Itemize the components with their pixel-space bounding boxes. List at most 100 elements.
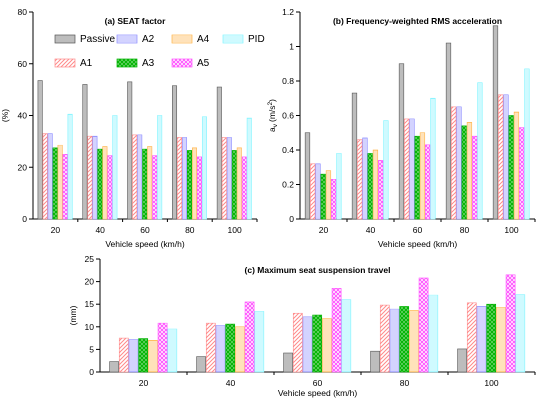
bar-pid-60 [430, 97, 436, 220]
bar-a2-100 [226, 137, 232, 220]
bar-a1-100 [498, 94, 504, 220]
bar-a2-100 [503, 94, 509, 220]
y-tick-label: 20 [85, 277, 95, 287]
bar-a3-20 [320, 173, 326, 220]
x-tick-label: 100 [484, 378, 498, 388]
bar-a2-60 [137, 134, 143, 220]
bar-a3-100 [231, 150, 237, 220]
bar-a5-80 [418, 277, 429, 373]
y-tick-label: 40 [18, 111, 28, 121]
bar-a1-100 [221, 137, 227, 220]
bar-passive-100 [216, 86, 222, 220]
bar-a5-60 [425, 144, 431, 220]
bar-passive-60 [127, 81, 133, 220]
bar-a4-100 [496, 307, 506, 373]
bar-a5-40 [107, 155, 113, 220]
y-axis-label: (mm) [68, 305, 78, 325]
y-tick-label: 0.8 [282, 76, 294, 86]
bar-a3-100 [486, 303, 497, 373]
bar-a3-100 [508, 115, 514, 220]
bar-a5-100 [519, 127, 525, 220]
y-tick-label: 25 [85, 254, 95, 264]
x-tick-label: 40 [95, 225, 105, 235]
bar-a5-60 [152, 155, 158, 220]
bar-a2-20 [47, 133, 53, 220]
bar-a4-80 [409, 310, 419, 373]
bar-a4-20 [148, 340, 158, 373]
bar-a1-80 [379, 304, 390, 373]
bar-passive-80 [370, 350, 380, 373]
bar-a1-40 [205, 322, 216, 373]
bar-a3-40 [225, 323, 236, 373]
y-tick-label: 0 [22, 214, 27, 224]
bar-a2-80 [456, 106, 462, 220]
bar-a4-80 [191, 147, 197, 220]
bar-passive-80 [172, 85, 178, 220]
bar-a4-20 [57, 144, 63, 220]
legend-swatch-a2 [116, 34, 138, 44]
chart-c: 0 5 10 15 20 25 20 40 60 80 100 (c) Maximum seat su… [68, 254, 536, 398]
bar-a4-60 [419, 132, 426, 220]
legend-swatch-a1 [54, 58, 76, 68]
bar-a2-40 [215, 325, 226, 373]
bar-a5-20 [157, 322, 168, 373]
y-tick-label: 0.2 [282, 180, 294, 190]
legend-label-a3: A3 [142, 58, 155, 69]
y-tick-label: 1 [289, 42, 294, 52]
bar-a2-20 [128, 339, 139, 373]
bar-a2-20 [315, 163, 321, 220]
bar-a4-40 [102, 146, 108, 220]
bar-a4-100 [236, 147, 242, 220]
bar-a1-80 [451, 106, 457, 220]
bar-a3-20 [138, 338, 149, 373]
x-tick-label: 40 [226, 378, 236, 388]
bar-passive-60 [283, 352, 293, 373]
bar-a3-60 [312, 314, 323, 373]
x-tick-label: 100 [504, 225, 518, 235]
x-tick-label: 20 [51, 225, 61, 235]
chart-title: (c) Maximum seat suspension travel [245, 265, 391, 275]
bar-a4-20 [325, 170, 332, 220]
bar-pid-100 [515, 294, 526, 373]
bar-a3-60 [414, 135, 420, 220]
bar-a3-80 [187, 150, 192, 220]
bar-a1-40 [357, 139, 363, 220]
legend: Passive A2 A4 PID A1 A3 A5 [54, 34, 265, 69]
y-axis-label: (%) [0, 109, 10, 122]
bar-passive-20 [109, 361, 119, 373]
x-tick-label: 40 [366, 225, 376, 235]
legend-swatch-a5 [171, 58, 193, 68]
y-tick-label: 0.4 [282, 145, 294, 155]
bar-pid-40 [112, 115, 118, 220]
y-tick-label: 60 [18, 59, 28, 69]
bar-a2-40 [362, 137, 368, 220]
y-tick-label: 80 [18, 7, 28, 17]
bar-pid-80 [477, 82, 483, 220]
bar-a4-40 [372, 149, 379, 220]
y-tick-label: 0 [289, 214, 294, 224]
bar-a1-40 [87, 135, 93, 220]
bar-a5-100 [241, 156, 247, 220]
legend-swatch-a3 [116, 58, 138, 68]
bar-passive-20 [304, 132, 311, 220]
bar-pid-40 [383, 120, 389, 220]
bar-a4-100 [513, 111, 520, 220]
bar-pid-40 [254, 311, 265, 373]
y-axis-label: av(m/s2) [267, 99, 279, 132]
bar-a3-80 [461, 125, 467, 220]
bar-a1-60 [132, 134, 138, 220]
bar-a5-40 [378, 160, 384, 220]
legend-label-pid: PID [248, 34, 265, 45]
bar-passive-20 [37, 80, 43, 220]
bar-a1-60 [292, 312, 303, 373]
bar-a4-80 [466, 122, 473, 220]
bar-passive-80 [445, 42, 452, 220]
x-tick-label: 60 [140, 225, 150, 235]
bar-a3-40 [367, 153, 373, 220]
bar-a3-60 [142, 148, 148, 220]
bar-a5-60 [331, 288, 342, 373]
bar-a1-100 [466, 302, 477, 373]
bar-a2-60 [409, 118, 415, 220]
bar-a3-80 [399, 306, 410, 373]
bar-passive-40 [82, 84, 88, 220]
